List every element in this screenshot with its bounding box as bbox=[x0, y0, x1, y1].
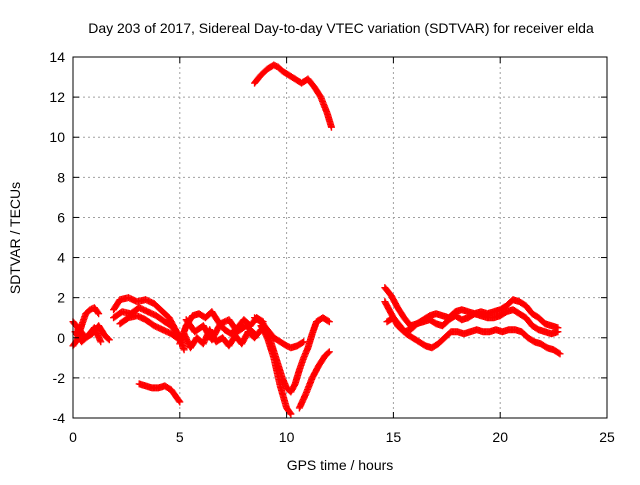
y-tick-label: -2 bbox=[53, 370, 66, 386]
series-track-18 bbox=[383, 314, 564, 358]
data-points bbox=[69, 61, 564, 418]
y-tick-label: 6 bbox=[57, 209, 65, 225]
y-axis-label: SDTVAR / TECUs bbox=[7, 182, 23, 294]
data-point bbox=[287, 410, 295, 418]
data-point bbox=[286, 409, 294, 417]
series-track-15 bbox=[251, 61, 335, 131]
data-point bbox=[324, 349, 332, 357]
series-track-10 bbox=[182, 316, 259, 344]
y-tick-label: 4 bbox=[57, 250, 65, 266]
series-track-13 bbox=[257, 322, 295, 418]
grid-lines bbox=[73, 57, 607, 418]
y-tick-label: 0 bbox=[57, 330, 65, 346]
x-axis-label: GPS time / hours bbox=[287, 457, 394, 473]
series-track-7 bbox=[135, 380, 184, 406]
data-point bbox=[175, 397, 183, 405]
series-track-3 bbox=[71, 324, 105, 346]
data-point bbox=[556, 350, 564, 358]
data-point bbox=[325, 318, 333, 326]
data-point bbox=[327, 123, 335, 131]
y-tick-label: 2 bbox=[57, 290, 65, 306]
y-tick-label: 10 bbox=[49, 129, 65, 145]
data-point bbox=[554, 328, 562, 336]
axis-ticks: 0 5 10 15 20 25 -4 -2 0 2 4 6 8 10 12 14 bbox=[49, 49, 615, 445]
data-point bbox=[95, 310, 103, 318]
x-tick-label: 15 bbox=[386, 429, 402, 445]
data-point bbox=[97, 338, 105, 346]
x-tick-label: 25 bbox=[599, 429, 615, 445]
plot-frame bbox=[72, 56, 608, 419]
y-tick-label: 8 bbox=[57, 169, 65, 185]
data-point bbox=[555, 349, 563, 357]
y-tick-label: -4 bbox=[53, 410, 66, 426]
data-point bbox=[176, 398, 184, 406]
data-point bbox=[249, 329, 257, 337]
data-point bbox=[298, 339, 306, 347]
x-tick-label: 10 bbox=[279, 429, 295, 445]
data-point bbox=[180, 346, 188, 354]
data-point bbox=[105, 336, 113, 344]
series-track-14 bbox=[295, 348, 333, 412]
data-point bbox=[324, 317, 332, 325]
data-point bbox=[251, 330, 259, 338]
x-tick-label: 5 bbox=[176, 429, 184, 445]
data-point bbox=[300, 338, 308, 346]
data-point bbox=[325, 348, 333, 356]
x-tick-label: 0 bbox=[69, 429, 77, 445]
x-tick-label: 20 bbox=[492, 429, 508, 445]
data-point bbox=[94, 309, 102, 317]
y-tick-label: 14 bbox=[49, 49, 65, 65]
series-track-6 bbox=[116, 312, 184, 344]
chart-title: Day 203 of 2017, Sidereal Day-to-day VTE… bbox=[88, 20, 594, 36]
data-point bbox=[104, 335, 112, 343]
y-tick-label: 12 bbox=[49, 89, 65, 105]
